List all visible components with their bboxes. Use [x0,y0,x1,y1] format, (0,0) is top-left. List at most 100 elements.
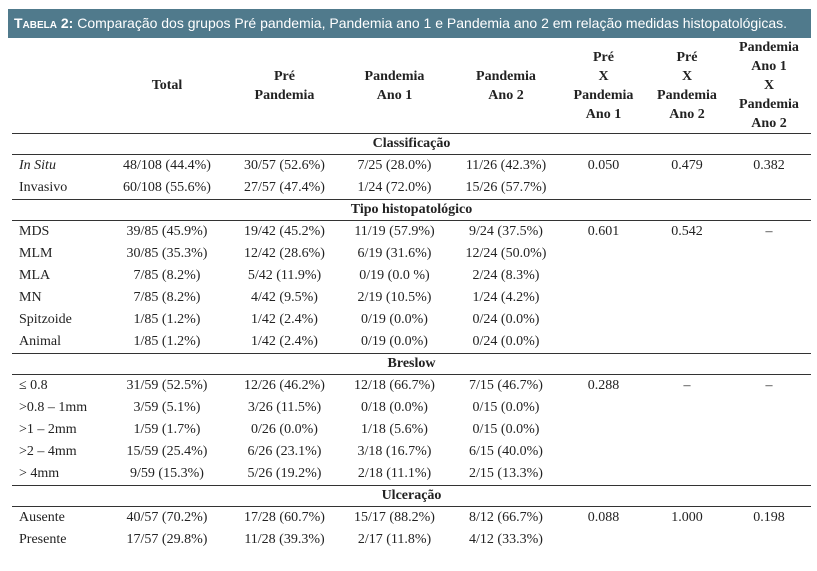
header-row: Total Pré Pandemia Pandemia Ano 1 Pandem… [12,38,811,134]
cell-ano-2: 15/26 (57.7%) [452,177,560,200]
row-label: Invasivo [12,177,102,200]
row-label: ≤ 0.8 [19,378,48,393]
cell-total: 30/85 (35.3%) [126,246,208,261]
cell-p-ano-1-ano-2 [727,287,811,309]
cell-p-pre-ano-2: – [683,378,691,393]
table-number: Tabela 2: [14,15,74,31]
table-row: >0.8 – 1mm 3/59 (5.1%) 3/26 (11.5%) 0/18… [12,397,811,419]
histopathology-table: Total Pré Pandemia Pandemia Ano 1 Pandem… [12,38,811,551]
cell-ano-1: 6/19 (31.6%) [357,246,432,261]
cell-p-ano-1-ano-2 [727,331,811,354]
cell-ano-2: 8/12 (66.7%) [469,510,543,525]
section-header: Breslow [12,353,811,375]
table-row: Animal 1/85 (1.2%) 1/42 (2.4%) 0/19 (0.0… [12,331,811,354]
cell-ano-1: 0/18 (0.0%) [361,400,428,415]
table-row: MN 7/85 (8.2%) 4/42 (9.5%) 2/19 (10.5%) … [12,287,811,309]
header-line: Total [151,78,183,93]
cell-total: 7/85 (8.2%) [133,290,201,305]
cell-ano-2: 1/24 (4.2%) [472,290,540,305]
cell-ano-2: 6/15 (40.0%) [469,444,543,459]
header-total: Total [102,38,232,134]
cell-p-pre-ano-1 [560,529,647,551]
header-line: Pré [676,49,698,65]
cell-p-ano-1-ano-2 [727,243,811,265]
cell-ano-1: 1/24 (72.0%) [337,177,452,200]
cell-p-ano-1-ano-2: 0.382 [753,158,785,173]
section-classificacao: Classificação In Situ 48/108 (44.4%) 30/… [12,133,811,200]
header-line: X [681,68,693,84]
cell-p-pre-ano-2 [647,287,727,309]
cell-p-pre-ano-1 [560,309,647,331]
table-row: >1 – 2mm 1/59 (1.7%) 0/26 (0.0%) 1/18 (5… [12,419,811,441]
table-row: MLM 30/85 (35.3%) 12/42 (28.6%) 6/19 (31… [12,243,811,265]
header-line: Ano 1 [585,106,622,122]
cell-total: 1/59 (1.7%) [133,422,201,437]
header-line: Pré [274,68,295,84]
cell-ano-1: 12/18 (66.7%) [354,378,435,393]
cell-pre: 12/42 (28.6%) [244,246,325,261]
cell-ano-2: 12/24 (50.0%) [465,246,547,261]
row-label: Spitzoide [19,312,72,327]
cell-ano-2: 11/26 (42.3%) [465,158,547,173]
cell-pre: 4/42 (9.5%) [251,290,318,305]
table-row: ≤ 0.8 31/59 (52.5%) 12/26 (46.2%) 12/18 … [12,375,811,398]
section-title: Classificação [12,133,811,155]
cell-ano-2: 0/24 (0.0%) [452,331,560,354]
header-line: Ano 2 [488,87,524,103]
section-tipo-histopatologico: Tipo histopatológico MDS 39/85 (45.9%) 1… [12,199,811,354]
cell-p-pre-ano-2 [647,243,727,265]
table-row: Spitzoide 1/85 (1.2%) 1/42 (2.4%) 0/19 (… [12,309,811,331]
cell-p-pre-ano-1: 0.088 [587,510,620,525]
section-ulceracao: Ulceração Ausente 40/57 (70.2%) 17/28 (6… [12,485,811,552]
cell-total: 7/85 (8.2%) [133,268,201,283]
cell-pre: 19/42 (45.2%) [244,224,325,239]
header-line: Pandemia [364,68,425,84]
cell-p-pre-ano-2: 0.542 [671,224,703,239]
cell-p-pre-ano-2: 0.479 [671,158,703,173]
cell-ano-1: 15/17 (88.2%) [354,510,435,525]
cell-p-ano-1-ano-2: – [765,378,773,393]
section-breslow: Breslow ≤ 0.8 31/59 (52.5%) 12/26 (46.2%… [12,353,811,486]
cell-p-ano-1-ano-2 [727,397,811,419]
header-line: Pandemia [739,97,799,112]
cell-p-ano-1-ano-2 [727,463,811,486]
table-title-bar: Tabela 2: Comparação dos grupos Pré pand… [8,9,811,38]
cell-p-pre-ano-1 [560,463,647,486]
cell-total: 9/59 (15.3%) [102,463,232,486]
cell-ano-2: 0/15 (0.0%) [472,422,540,437]
cell-ano-2: 9/24 (37.5%) [469,224,543,239]
cell-p-pre-ano-2 [647,529,727,551]
cell-total: 1/85 (1.2%) [133,312,201,327]
cell-p-pre-ano-1 [560,265,647,287]
cell-p-pre-ano-2 [647,441,727,463]
cell-pre: 11/28 (39.3%) [244,532,325,547]
section-title: Breslow [12,353,811,375]
cell-total: 40/57 (70.2%) [126,510,208,525]
cell-total: 3/59 (5.1%) [133,400,201,415]
cell-total: 39/85 (45.9%) [126,224,208,239]
header-label [12,38,102,134]
table-row: > 4mm 9/59 (15.3%) 5/26 (19.2%) 2/18 (11… [12,463,811,486]
header-line: Ano 2 [751,116,787,131]
cell-p-pre-ano-2 [647,265,727,287]
cell-p-ano-1-ano-2 [727,441,811,463]
cell-total: 15/59 (25.4%) [126,444,208,459]
header-pre-x-ano-1: Pré X Pandemia Ano 1 [560,38,647,134]
cell-p-ano-1-ano-2 [727,265,811,287]
cell-p-ano-1-ano-2 [727,309,811,331]
cell-pre: 30/57 (52.6%) [244,158,325,173]
header-line: Pandemia [254,87,315,103]
cell-ano-1: 3/18 (16.7%) [357,444,432,459]
header-line: Pandemia [739,40,799,55]
cell-p-pre-ano-1 [560,243,647,265]
cell-ano-1: 0/19 (0.0%) [361,312,428,327]
cell-total: 48/108 (44.4%) [123,158,211,173]
cell-p-pre-ano-2 [647,463,727,486]
section-header: Ulceração [12,485,811,507]
cell-p-pre-ano-1: 0.288 [587,378,620,393]
cell-ano-1: 2/17 (11.8%) [357,532,432,547]
table-row: MDS 39/85 (45.9%) 19/42 (45.2%) 11/19 (5… [12,221,811,244]
section-header: Classificação [12,133,811,155]
cell-ano-1: 1/18 (5.6%) [361,422,428,437]
cell-ano-1: 7/25 (28.0%) [357,158,432,173]
